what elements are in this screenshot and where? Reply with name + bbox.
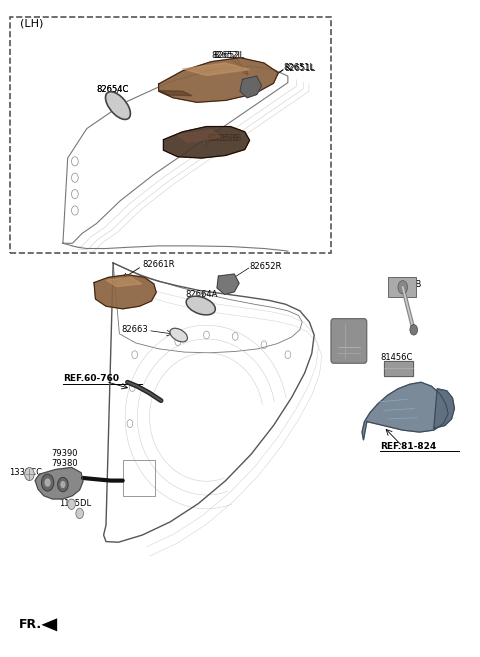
Text: 82654C: 82654C xyxy=(96,85,129,94)
Circle shape xyxy=(41,474,54,491)
Text: 81335: 81335 xyxy=(336,330,362,340)
Ellipse shape xyxy=(106,92,131,120)
Text: 82652L: 82652L xyxy=(211,51,242,60)
Polygon shape xyxy=(240,76,262,98)
Text: 1125DL: 1125DL xyxy=(59,499,91,508)
Polygon shape xyxy=(106,277,142,286)
Text: 82651L: 82651L xyxy=(283,63,314,72)
Text: 1339CC: 1339CC xyxy=(9,468,42,477)
Text: 82663: 82663 xyxy=(121,325,148,334)
Polygon shape xyxy=(178,130,221,143)
Bar xyxy=(123,460,156,495)
Polygon shape xyxy=(94,275,156,309)
Polygon shape xyxy=(384,361,413,376)
Polygon shape xyxy=(41,618,57,631)
Text: 82853B: 82853B xyxy=(206,134,239,143)
Ellipse shape xyxy=(186,296,216,315)
Text: REF.81-824: REF.81-824 xyxy=(380,442,436,451)
Circle shape xyxy=(410,325,418,335)
Circle shape xyxy=(60,481,66,488)
Bar xyxy=(10,17,331,253)
Text: 82654C: 82654C xyxy=(96,85,129,94)
Text: FR.: FR. xyxy=(19,618,42,631)
Text: 82661R: 82661R xyxy=(142,260,174,269)
Polygon shape xyxy=(158,58,278,102)
Polygon shape xyxy=(163,127,250,158)
Polygon shape xyxy=(158,91,192,96)
Text: (LH): (LH) xyxy=(20,18,43,29)
Ellipse shape xyxy=(170,328,188,342)
Text: 81456C: 81456C xyxy=(380,353,413,362)
Circle shape xyxy=(24,468,34,481)
Text: REF.60-760: REF.60-760 xyxy=(63,374,119,384)
Polygon shape xyxy=(388,277,416,297)
Text: 82664A: 82664A xyxy=(185,290,217,299)
FancyBboxPatch shape xyxy=(331,319,367,363)
Text: 79390: 79390 xyxy=(51,449,77,457)
Polygon shape xyxy=(217,274,239,294)
Text: 82853B: 82853B xyxy=(209,134,241,143)
Text: 82652R: 82652R xyxy=(250,261,282,271)
Circle shape xyxy=(58,478,68,491)
Text: 82651L: 82651L xyxy=(285,64,316,73)
Polygon shape xyxy=(434,389,455,428)
Polygon shape xyxy=(35,468,83,499)
Text: 82652L: 82652L xyxy=(214,51,245,60)
Polygon shape xyxy=(182,63,250,76)
Circle shape xyxy=(45,478,51,487)
Polygon shape xyxy=(362,382,448,440)
Circle shape xyxy=(76,508,84,518)
Text: 81350B: 81350B xyxy=(390,280,422,289)
Circle shape xyxy=(68,499,75,509)
Text: 79380: 79380 xyxy=(51,459,78,468)
Circle shape xyxy=(398,281,408,294)
